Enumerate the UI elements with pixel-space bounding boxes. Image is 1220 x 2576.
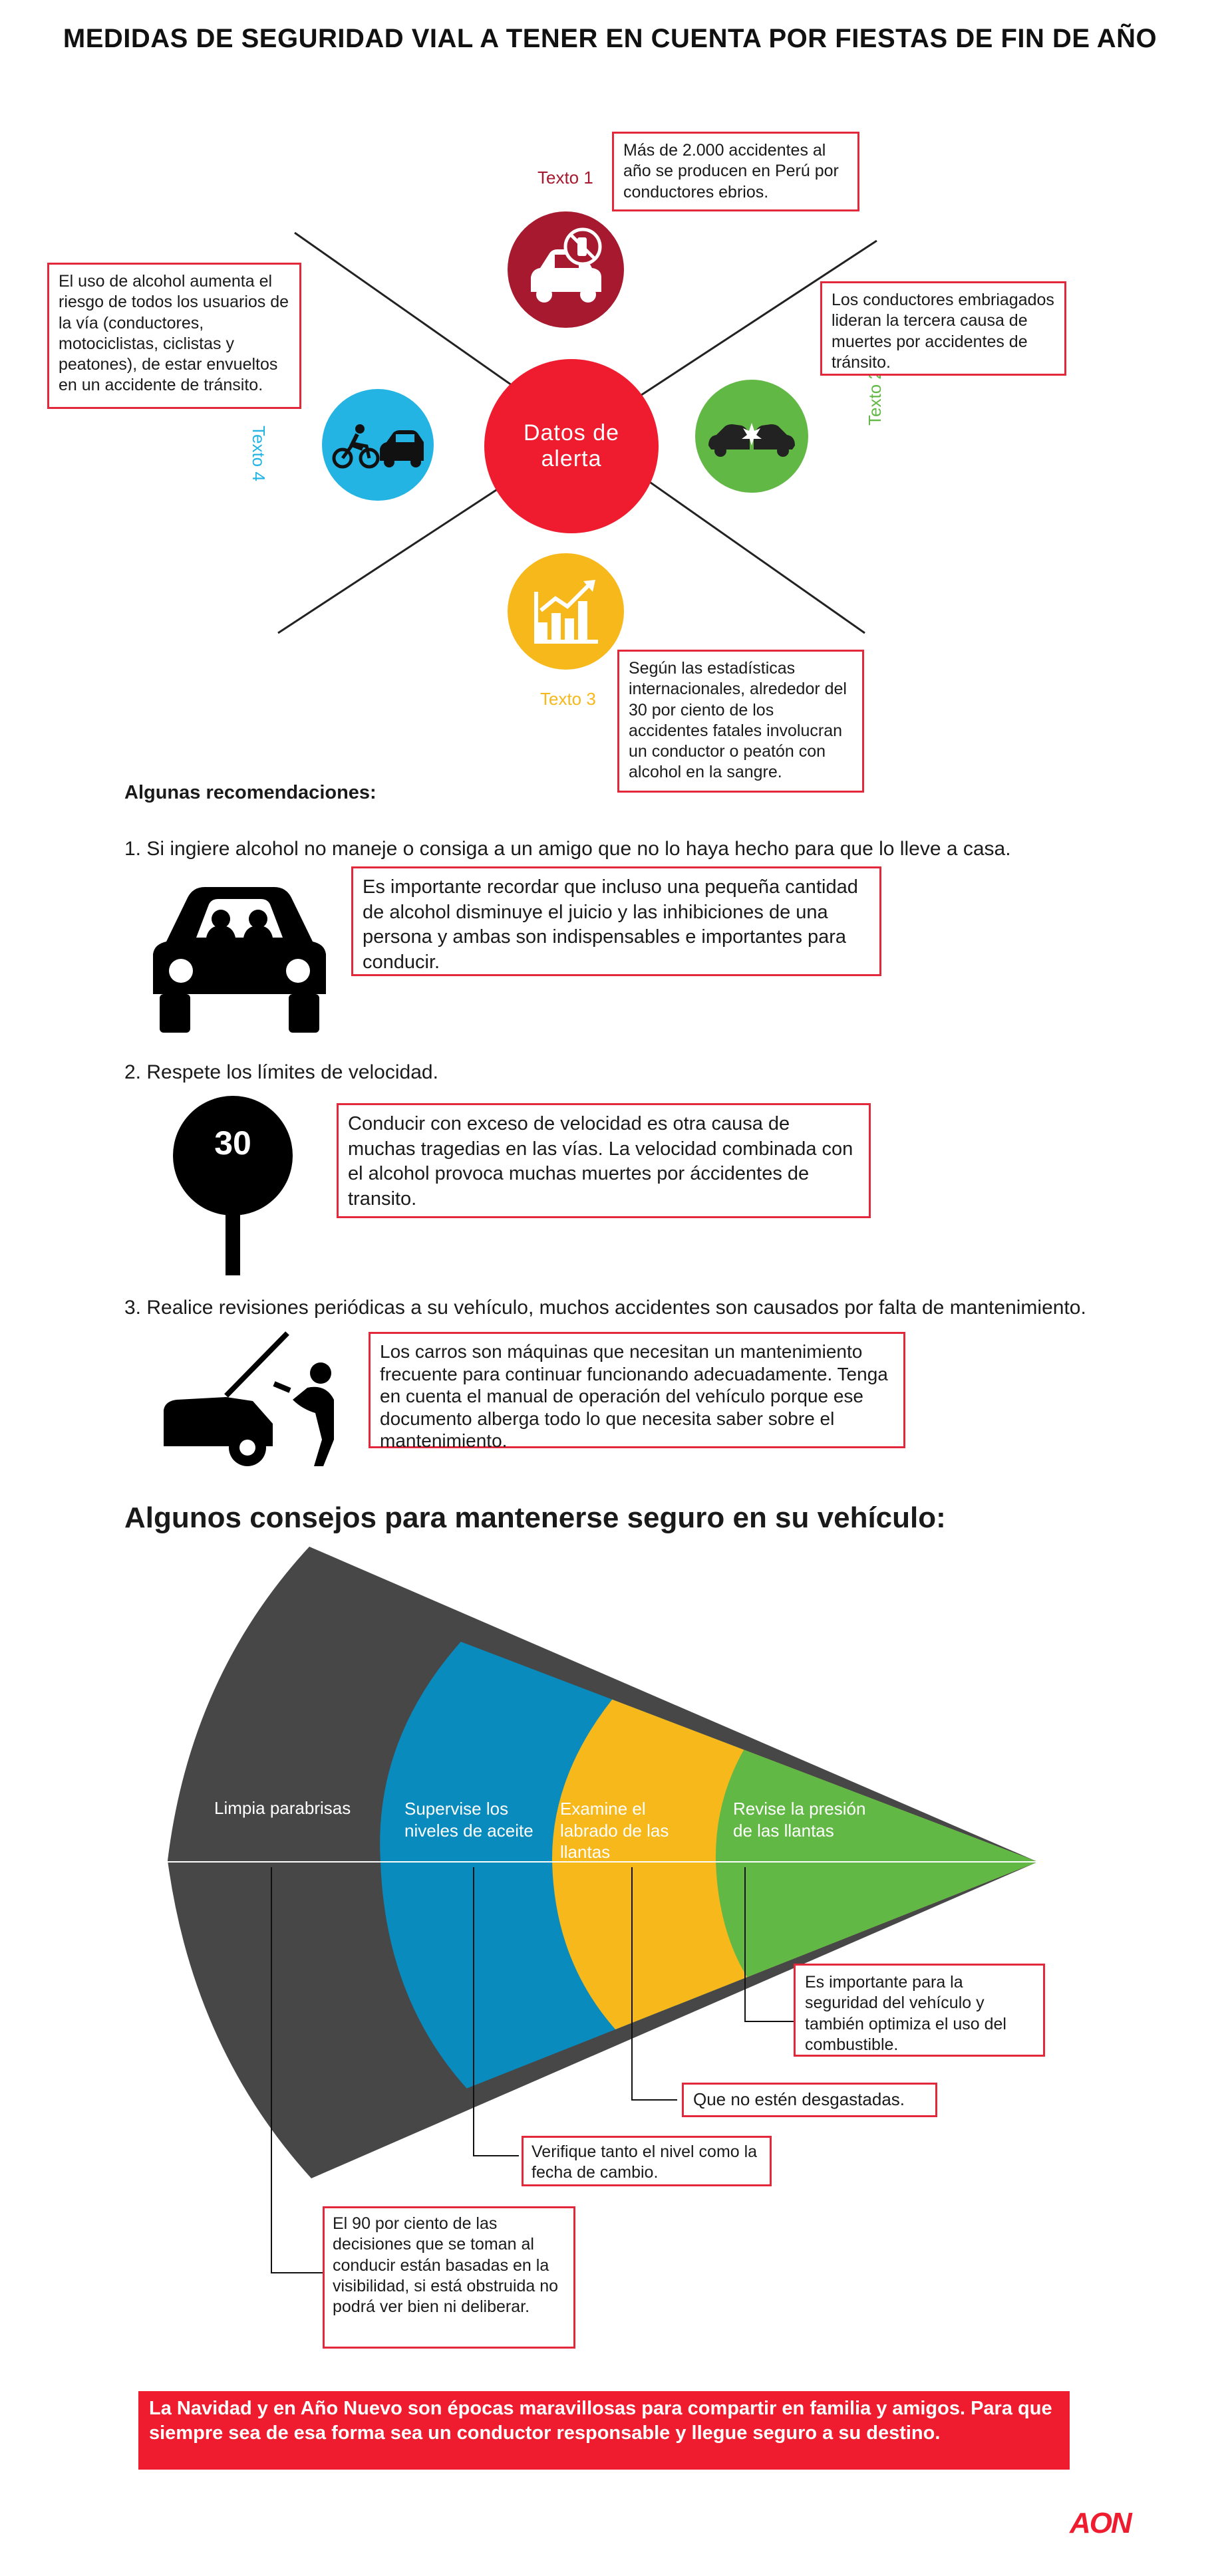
texto2-box: Los conductores embriagados lideran la t…: [820, 281, 1066, 376]
car-front-icon: [153, 887, 326, 1033]
rec2-text: Conducir con exceso de velocidad es otra…: [348, 1113, 853, 1210]
tip1-note: El 90 por ciento de las decisiones que s…: [323, 2206, 575, 2349]
aon-logo: AON: [1070, 2507, 1132, 2539]
texto3-box: Según las estadísticas internacionales, …: [617, 650, 864, 793]
center-circle: Datos de alerta: [484, 359, 659, 533]
texto3-text: Según las estadísticas internacionales, …: [629, 659, 847, 782]
tip4-label: Revise la presión de las llantas: [733, 1799, 866, 1841]
texto1-text: Más de 2.000 accidentes al año se produc…: [623, 141, 839, 201]
cyclist-car-icon: [332, 424, 424, 469]
tip3-label: Examine el labrado de las llantas: [560, 1799, 669, 1862]
drunk-car-icon: [530, 227, 601, 303]
footer-banner: La Navidad y en Año Nuevo son épocas mar…: [138, 2391, 1070, 2470]
crash-circle: [695, 380, 808, 493]
texto3-label: Texto 3: [540, 689, 596, 709]
rec1-text: Es importante recordar que incluso una p…: [363, 876, 858, 973]
tip4-note-text: Es importante para la seguridad del vehí…: [805, 1973, 1006, 2054]
texto2-label: Texto 2: [865, 370, 885, 426]
tip3-note: Que no estén desgastadas.: [682, 2083, 937, 2117]
texto4-text: El uso de alcohol aumenta el riesgo de t…: [59, 272, 289, 395]
recs-heading: Algunas recomendaciones:: [124, 782, 377, 803]
rec3-title: 3. Realice revisiones periódicas a su ve…: [124, 1297, 1086, 1319]
footer-text: La Navidad y en Año Nuevo son épocas mar…: [149, 2398, 1052, 2444]
tip2-note-text: Verifique tanto el nivel como la fecha d…: [532, 2142, 758, 2182]
tips-funnel: [166, 1547, 1038, 2273]
speed-sign-icon: [173, 1096, 293, 1275]
road-users-circle: [322, 389, 434, 501]
rec2-title: 2. Respete los límites de velocidad.: [124, 1061, 438, 1083]
texto4-label: Texto 4: [249, 426, 269, 481]
speed-sign-number: 30: [214, 1124, 251, 1162]
car-crash-icon: [708, 423, 795, 457]
bar-chart-icon: [534, 579, 598, 644]
rec1-box: Es importante recordar que incluso una p…: [351, 866, 881, 976]
center-label: Datos de alerta: [523, 420, 620, 471]
tip1-label: Limpia parabrisas: [214, 1798, 351, 1818]
tips-heading: Algunos consejos para mantenerse seguro …: [124, 1501, 946, 1534]
rec2-box: Conducir con exceso de velocidad es otra…: [337, 1103, 871, 1218]
rec1-title: 1. Si ingiere alcohol no maneje o consig…: [124, 838, 1011, 860]
tip1-note-text: El 90 por ciento de las decisiones que s…: [333, 2214, 559, 2316]
page-title: MEDIDAS DE SEGURIDAD VIAL A TENER EN CUE…: [63, 24, 1157, 53]
tip3-note-text: Que no estén desgastadas.: [693, 2089, 905, 2109]
mechanic-car-icon: [164, 1331, 334, 1466]
rec3-box: Los carros son máquinas que necesitan un…: [369, 1332, 905, 1452]
drunk-driving-circle: [508, 211, 624, 328]
rec3-text: Los carros son máquinas que necesitan un…: [380, 1341, 888, 1452]
tip2-label: Supervise los niveles de aceite: [404, 1799, 534, 1841]
tip2-note: Verifique tanto el nivel como la fecha d…: [522, 2136, 772, 2186]
texto2-text: Los conductores embriagados lideran la t…: [832, 291, 1054, 372]
texto1-label: Texto 1: [537, 168, 593, 188]
texto1-box: Más de 2.000 accidentes al año se produc…: [612, 132, 859, 211]
tip4-note: Es importante para la seguridad del vehí…: [794, 1964, 1045, 2057]
texto4-box: El uso de alcohol aumenta el riesgo de t…: [47, 263, 301, 409]
stats-circle: [508, 553, 624, 670]
